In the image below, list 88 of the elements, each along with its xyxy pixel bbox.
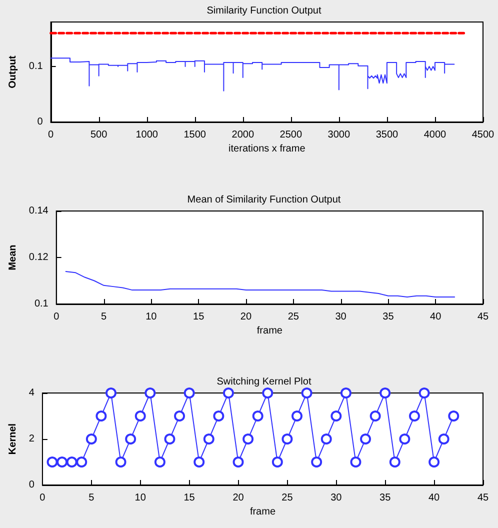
- point: [66, 456, 78, 468]
- point: [272, 456, 283, 468]
- x-tick-label: 500: [90, 130, 108, 140]
- point: [144, 388, 156, 398]
- y-axis-title: Kernel: [8, 423, 18, 455]
- point: [448, 410, 460, 422]
- x-tick-label: 1500: [184, 130, 206, 140]
- y-tick-label: 0.12: [28, 252, 49, 263]
- x-tick-label: 3000: [328, 130, 350, 140]
- point: [380, 388, 391, 398]
- x-tick-label: 2500: [280, 130, 302, 140]
- x-tick-label: 25: [288, 312, 300, 322]
- point: [418, 388, 430, 398]
- point: [164, 434, 176, 444]
- x-tick-label: 5: [100, 312, 107, 322]
- point: [389, 456, 400, 468]
- point: [96, 410, 107, 422]
- x-tick-label: 15: [184, 492, 196, 504]
- x-tick-label: 35: [382, 312, 394, 322]
- x-tick-label: 10: [134, 492, 146, 504]
- x-tick-label: 40: [428, 492, 440, 504]
- point: [56, 456, 68, 468]
- x-tick-label: 2000: [232, 130, 254, 140]
- point: [292, 410, 302, 422]
- point: [203, 434, 214, 444]
- point: [46, 456, 58, 468]
- point: [86, 434, 97, 444]
- point: [330, 410, 342, 422]
- point: [154, 456, 166, 468]
- point: [125, 434, 136, 444]
- x-tick-label: 20: [240, 312, 252, 322]
- x-tick-label: 4500: [472, 130, 495, 140]
- point: [106, 388, 116, 398]
- point: [408, 410, 420, 422]
- x-tick-label: 1000: [136, 130, 158, 140]
- point: [252, 410, 264, 422]
- x-axis-title: frame: [256, 326, 283, 336]
- point: [428, 456, 440, 468]
- point: [174, 410, 186, 422]
- line-series: [65, 270, 456, 298]
- y-tick-label: 0: [28, 480, 35, 490]
- y-tick-label: 0.14: [28, 206, 49, 216]
- chart-title: Mean of Similarity Function Output: [187, 194, 341, 206]
- x-tick-label: 30: [330, 492, 342, 504]
- point: [320, 434, 332, 444]
- x-tick-label: 15: [193, 312, 205, 322]
- x-tick-label: 45: [477, 312, 489, 322]
- y-axis-title: Mean: [8, 244, 18, 270]
- point: [134, 410, 146, 422]
- point: [194, 456, 205, 468]
- x-tick-label: 30: [335, 312, 347, 322]
- point: [213, 410, 224, 422]
- x-tick-label: 4000: [424, 130, 447, 140]
- point: [222, 388, 234, 398]
- x-tick-label: 3500: [376, 130, 399, 140]
- point: [311, 456, 322, 468]
- x-axis-title: frame: [250, 506, 276, 518]
- y-tick-label: 2: [28, 434, 35, 444]
- point: [76, 456, 88, 468]
- x-tick-label: 5: [88, 492, 95, 504]
- point: [340, 388, 352, 398]
- point: [399, 434, 410, 444]
- point: [438, 434, 450, 444]
- chart-title: Similarity Function Output: [206, 6, 322, 16]
- point: [262, 388, 274, 398]
- x-axis-title: iterations x frame: [228, 144, 306, 154]
- point: [350, 456, 362, 468]
- x-tick-label: 0: [54, 312, 60, 322]
- y-tick-label: 0: [37, 116, 44, 128]
- y-tick-label: 0.1: [28, 60, 44, 72]
- x-tick-label: 35: [380, 492, 392, 504]
- point: [115, 456, 126, 468]
- x-tick-label: 25: [282, 492, 294, 504]
- x-tick-label: 40: [430, 312, 442, 322]
- x-tick-label: 45: [477, 492, 489, 504]
- point: [232, 456, 244, 468]
- point: [301, 388, 312, 398]
- x-tick-label: 20: [232, 492, 244, 504]
- y-tick-label: 0.1: [34, 298, 49, 310]
- point: [184, 388, 195, 398]
- point: [370, 410, 381, 422]
- chart-title: Switching Kernel Plot: [216, 376, 312, 388]
- point: [242, 434, 254, 444]
- point: [360, 434, 372, 444]
- y-tick-label: 4: [28, 388, 35, 398]
- point: [282, 434, 293, 444]
- x-tick-label: 10: [146, 312, 158, 322]
- y-axis-title: Output: [8, 54, 18, 88]
